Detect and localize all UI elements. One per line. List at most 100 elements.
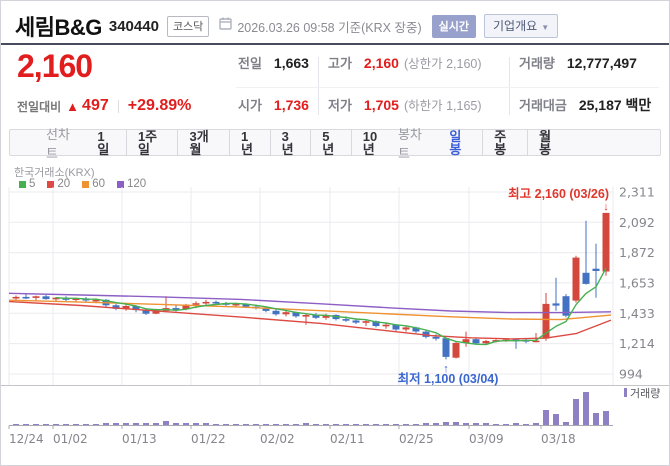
candle-body: [262, 308, 270, 311]
tab-candle-주봉[interactable]: 주봉: [482, 129, 527, 156]
y-tick-label: 2,092: [619, 215, 655, 230]
volume-bar: [263, 424, 269, 425]
candle-body: [172, 308, 180, 310]
candle-body: [272, 310, 280, 315]
candlestick-chart: 2,311 2,092 1,872 1,653 1,433 1,214 994 12/24 01…: [1, 185, 669, 446]
volume-bar: [43, 424, 49, 425]
y-tick-label: 1,653: [619, 275, 655, 290]
volume-bar: [183, 423, 189, 425]
quote-value: 1,705: [363, 97, 399, 113]
candle-body: [112, 305, 120, 309]
candle-chart-group-label: 봉차트: [397, 126, 422, 161]
price-change-row: 전일대비 ▲ 497 +29.89%: [17, 97, 191, 115]
volume-bar: [253, 424, 259, 425]
candle-body: [152, 310, 160, 314]
quote-label: 거래대금: [519, 98, 567, 113]
ma-legend-label: 60: [92, 178, 105, 190]
volume-bar: [463, 423, 469, 425]
company-overview-button[interactable]: 기업개요 ▼: [484, 14, 559, 38]
volume-bar: [223, 424, 229, 425]
volume-bar: [363, 424, 369, 425]
tab-period-1주일[interactable]: 1주일: [125, 129, 178, 156]
candle-body: [402, 327, 410, 330]
quote-value: 12,777,497: [566, 55, 637, 71]
low-annotation: 최저 1,100 (03/04): [398, 371, 499, 386]
chart-source-label: 한국거래소(KRX): [14, 167, 95, 179]
ma-legend-item-60: 60: [82, 178, 105, 190]
tab-period-1년[interactable]: 1년: [229, 129, 270, 156]
volume-bar: [303, 423, 309, 425]
volume-bar: [113, 423, 119, 425]
stock-title: 세림B&G: [15, 15, 102, 40]
candle-body: [342, 319, 350, 321]
tab-period-5년[interactable]: 5년: [310, 129, 351, 156]
ma5-line: [55, 267, 607, 346]
volume-bar: [383, 424, 389, 425]
realtime-badge: 실시간: [431, 14, 477, 38]
volume-bar: [343, 424, 349, 425]
y-tick-label: 1,433: [619, 306, 655, 321]
candle-body: [602, 212, 610, 272]
table-divider: [509, 57, 510, 115]
tab-period-3개월[interactable]: 3개월: [177, 129, 229, 156]
tab-candle-일봉[interactable]: 일봉: [449, 128, 462, 157]
volume-bar: [473, 423, 479, 425]
y-tick-label: 1,214: [619, 336, 655, 351]
quote-label: 거래량: [519, 56, 555, 71]
candle-body: [72, 298, 80, 300]
candle-body: [592, 268, 600, 271]
ma-swatch-icon: [19, 180, 26, 188]
volume-bar: [83, 424, 89, 425]
volume-bar: [203, 423, 209, 425]
volume-legend-label: 거래량: [630, 387, 660, 400]
candle-body: [432, 336, 440, 339]
change-divider: [117, 99, 119, 113]
annotations: 최고 2,160 (03/26)↓ ↑최저 1,100 (03/04): [398, 186, 609, 386]
y-axis-labels: 2,311 2,092 1,872 1,653 1,433 1,214 994: [619, 185, 655, 382]
quote-value: 1,663: [273, 55, 309, 71]
tab-period-1일[interactable]: 1일: [97, 128, 110, 157]
gridlines: [8, 187, 614, 385]
tab-period-10년[interactable]: 10년: [350, 129, 398, 156]
volume-bar: [373, 424, 379, 425]
candle-body: [22, 296, 30, 299]
volume-bar: [313, 424, 319, 425]
quote-label: 저가: [328, 98, 352, 113]
volume-bar: [63, 424, 69, 425]
volume-bar: [133, 423, 139, 425]
volume-bar: [173, 423, 179, 425]
quote-cell-거래량: 거래량 12,777,497: [519, 53, 637, 73]
candle-body: [312, 315, 320, 318]
candle-body: [562, 296, 570, 316]
volume-bar: [453, 422, 459, 425]
candle-body: [472, 339, 480, 344]
volume-bar: [73, 424, 79, 425]
quote-value: 2,160: [363, 55, 399, 71]
volume-bar: [53, 424, 59, 425]
y-tick-label: 994: [619, 367, 643, 382]
up-arrow-icon: ↑: [443, 363, 449, 375]
volume-bar: [603, 411, 609, 425]
candle-body: [242, 303, 250, 307]
ma-legend-label: 120: [127, 178, 147, 190]
ma-legend-label: 20: [57, 178, 71, 190]
volume-bar: [293, 424, 299, 425]
candle-body: [442, 338, 450, 357]
volume-bar: [123, 423, 129, 425]
candle-body: [52, 297, 60, 300]
quote-value: 1,736: [273, 97, 309, 113]
candle-body: [572, 257, 580, 301]
ma20-line: [8, 300, 612, 340]
candle-body: [142, 310, 150, 314]
tab-period-3년[interactable]: 3년: [269, 129, 311, 156]
tab-candle-월봉[interactable]: 월봉: [527, 129, 572, 156]
quote-value: 25,187 백만: [578, 97, 652, 113]
volume-bar: [523, 424, 529, 425]
x-tick-label: 12/24: [9, 432, 44, 446]
candle-body: [452, 342, 460, 358]
candle-body: [212, 301, 220, 304]
volume-bar: [443, 422, 449, 425]
volume-bar: [333, 424, 339, 425]
quote-cell-전일: 전일 1,663: [238, 53, 309, 73]
x-axis-labels: 12/24 01/02 01/13 01/22 02/02 02/11 02/25 03/09…: [9, 432, 576, 446]
